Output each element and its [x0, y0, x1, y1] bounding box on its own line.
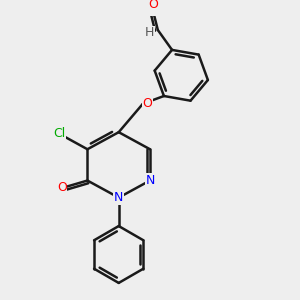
Text: Cl: Cl	[53, 127, 65, 140]
Text: O: O	[148, 0, 158, 11]
Text: N: N	[114, 191, 123, 204]
Text: O: O	[142, 97, 152, 110]
Text: N: N	[145, 174, 155, 187]
Text: H: H	[145, 26, 154, 39]
Text: O: O	[57, 181, 67, 194]
